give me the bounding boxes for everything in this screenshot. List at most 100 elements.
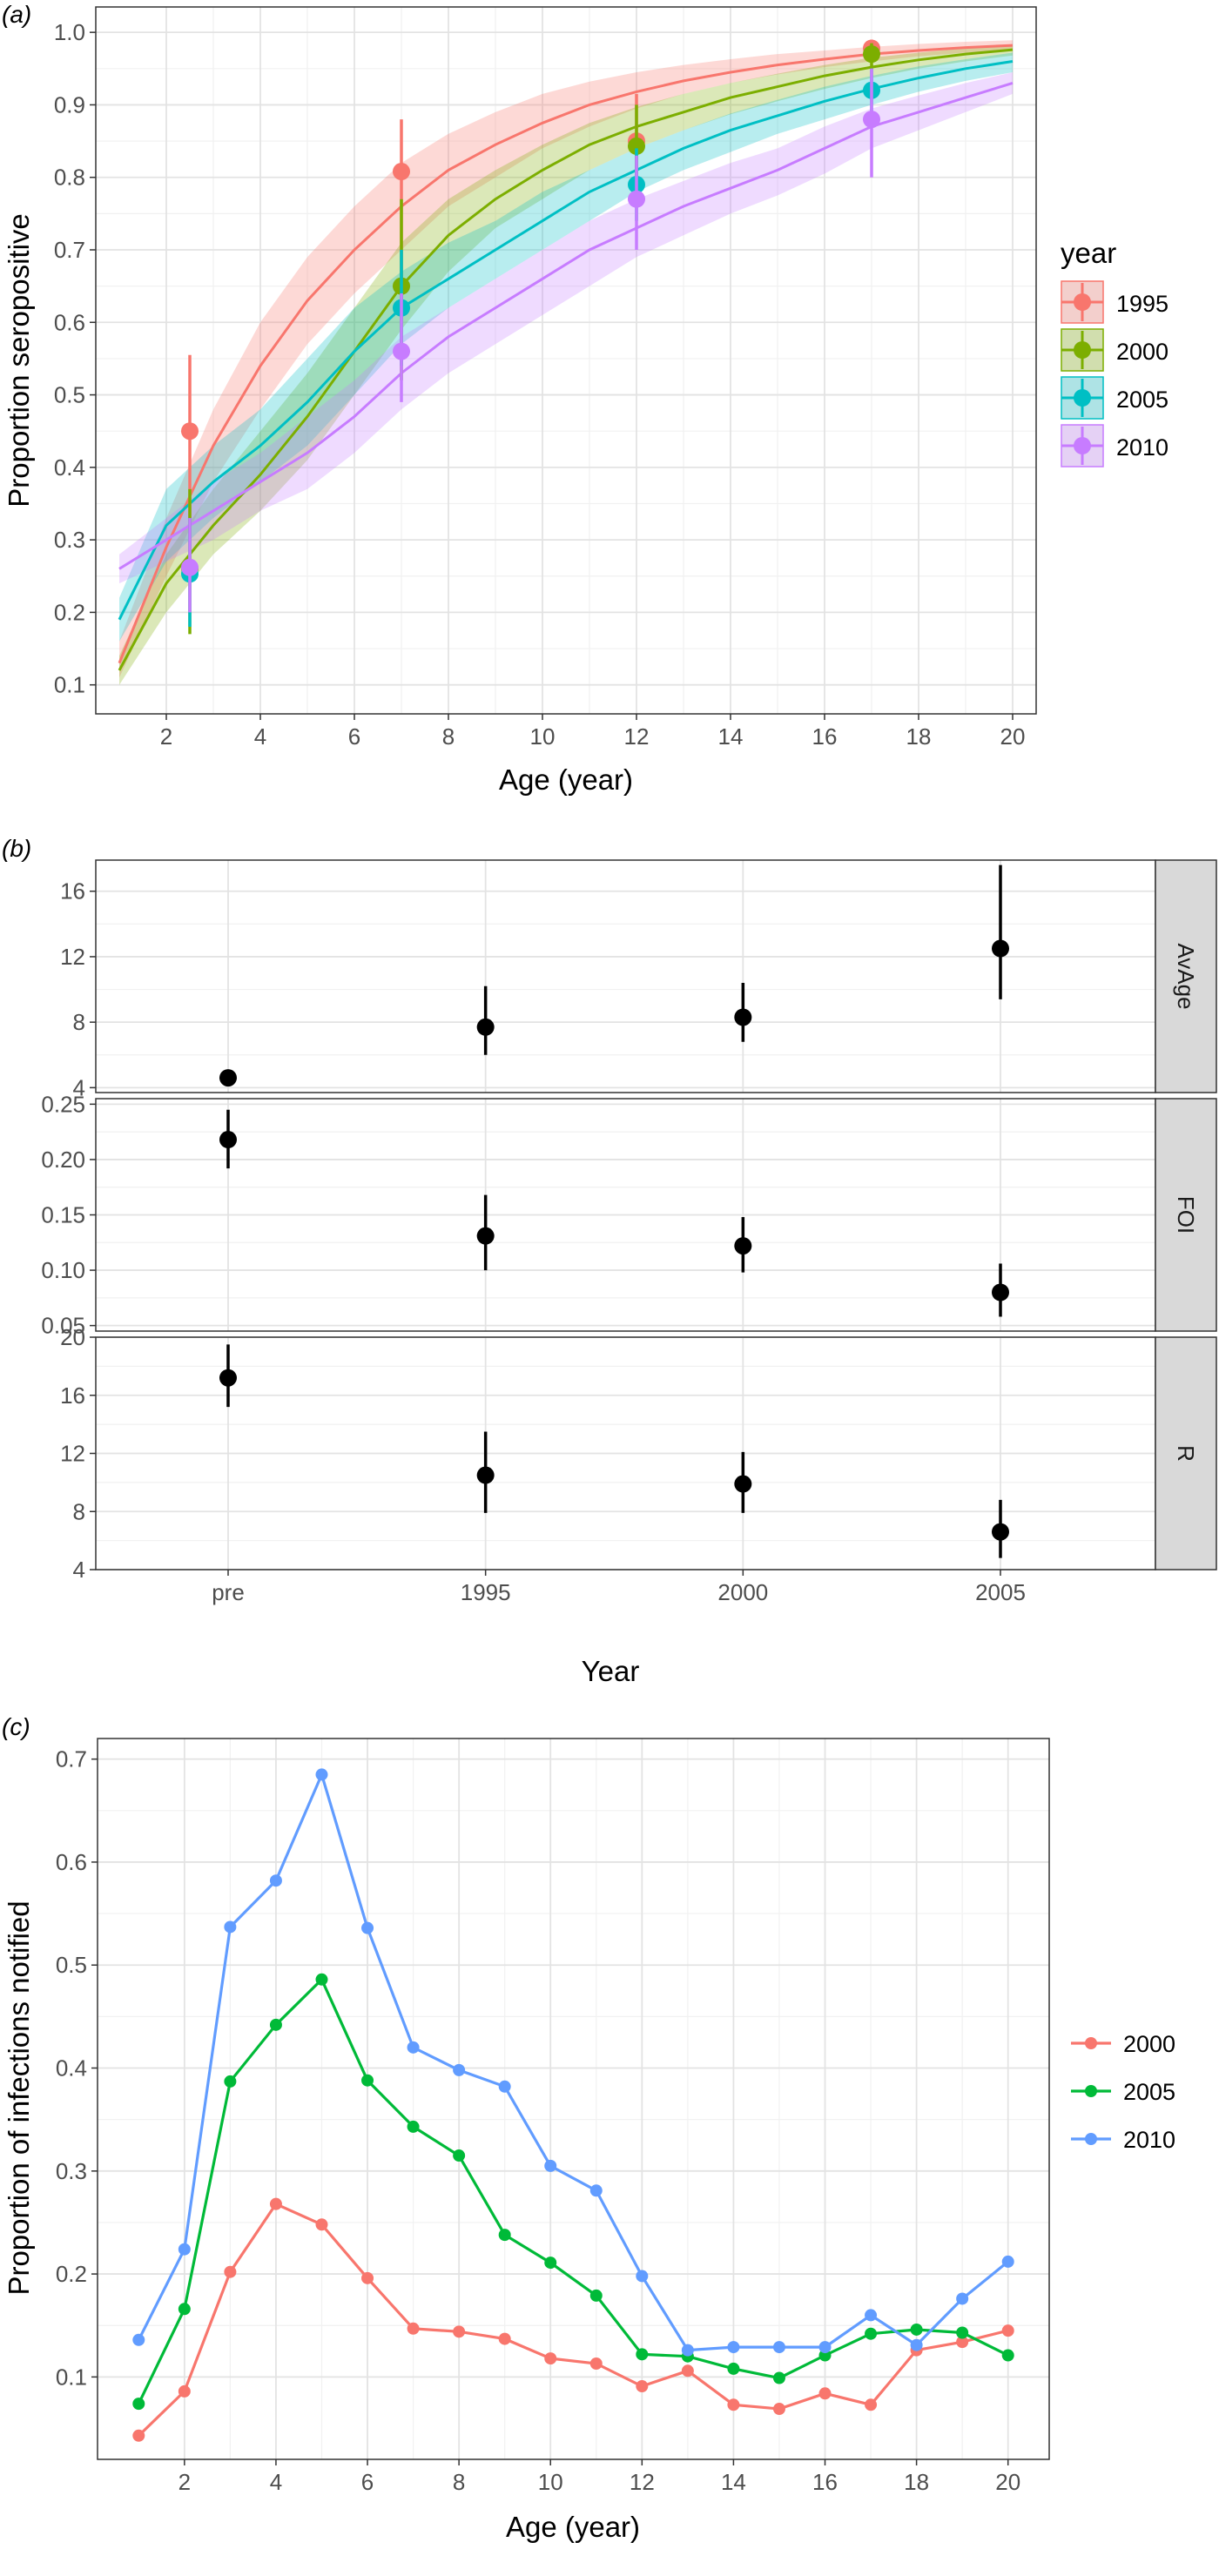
panel-a-legend-label-2005: 2005 bbox=[1116, 387, 1168, 413]
panel-c-point-2000 bbox=[361, 2271, 374, 2284]
panel-c-point-2000 bbox=[315, 2218, 328, 2231]
panel-c-point-2010 bbox=[361, 1921, 374, 1934]
panel-c-y-tick-label: 0.3 bbox=[56, 2158, 87, 2184]
panel-a-plot-border bbox=[95, 6, 1037, 715]
panel-b-x-tick-label: 2005 bbox=[975, 1579, 1026, 1605]
panel-a-y-tick-label: 0.2 bbox=[54, 599, 85, 625]
panel-c-point-2005 bbox=[956, 2326, 969, 2339]
panel-c-point-2010 bbox=[498, 2080, 511, 2093]
panel-a-y-tick-label: 0.6 bbox=[54, 309, 85, 335]
panel-b-point bbox=[992, 1283, 1009, 1301]
panel-c-point-2010 bbox=[910, 2338, 923, 2351]
panel-c-y-tick-label: 0.4 bbox=[56, 2055, 87, 2082]
panel-c-x-tick-label: 16 bbox=[812, 2469, 838, 2495]
panel-b-facet-R: R 4 8 12 16 20 bbox=[60, 1324, 1217, 1583]
panel-a-x-ticks: 2 4 6 8 10 12 14 16 18 20 bbox=[160, 714, 1026, 750]
panel-b-point bbox=[219, 1369, 237, 1387]
panel-c-point-2005 bbox=[269, 2018, 282, 2031]
panel-a-point-2000 bbox=[628, 137, 645, 155]
panel-b-y-tick-label: 20 bbox=[60, 1324, 85, 1350]
panel-a-band-2010 bbox=[119, 72, 1013, 584]
panel-c-x-tick-label: 18 bbox=[904, 2469, 929, 2495]
panel-b-x-tick-label: 1995 bbox=[461, 1579, 511, 1605]
panel-a-point-1995 bbox=[181, 422, 199, 441]
panel-c-legend-label-2000: 2000 bbox=[1123, 2031, 1175, 2057]
panel-c-y-tick-label: 0.7 bbox=[56, 1746, 87, 1772]
panel-b-facet-AvAge: AvAge 4 8 12 16 bbox=[60, 859, 1217, 1100]
panel-c-x-tick-label: 6 bbox=[361, 2469, 374, 2495]
panel-a-x-tick-label: 20 bbox=[1000, 723, 1026, 750]
panel-c-point-2000 bbox=[1001, 2324, 1014, 2337]
panel-b-point bbox=[476, 1018, 495, 1036]
panel-b-point bbox=[734, 1237, 752, 1255]
panel-b: (b) AvAge 4 8 12 16 FOI 0.05 0.10 0.15 0.20 0.25 R 4… bbox=[2, 835, 1217, 1687]
panel-c-point-2000 bbox=[544, 2352, 557, 2365]
panel-a-x-axis-label: Age (year) bbox=[499, 763, 633, 796]
panel-c-line-2010 bbox=[137, 1770, 1009, 2352]
panel-c-point-2010 bbox=[269, 1874, 282, 1887]
panel-c-point-2005 bbox=[361, 2074, 374, 2087]
panel-c-x-tick-label: 12 bbox=[630, 2469, 655, 2495]
panel-b-strip-label: AvAge bbox=[1173, 943, 1199, 1009]
panel-c-point-2000 bbox=[178, 2384, 191, 2398]
panel-a-legend-key-point-2010 bbox=[1074, 437, 1091, 454]
panel-c-point-2005 bbox=[407, 2120, 420, 2133]
panel-a-x-tick-label: 4 bbox=[254, 723, 266, 750]
panel-c-y-tick-label: 0.1 bbox=[56, 2364, 87, 2390]
panel-c-point-2000 bbox=[681, 2364, 694, 2378]
panel-c-y-tick-label: 0.2 bbox=[56, 2261, 87, 2287]
panel-a-x-tick-label: 18 bbox=[906, 723, 932, 750]
panel-c-x-ticks: 2 4 6 8 10 12 14 16 18 20 bbox=[178, 2459, 1020, 2495]
panel-c-point-2010 bbox=[132, 2333, 145, 2346]
panel-a-legend-key-point-2005 bbox=[1074, 389, 1091, 407]
panel-a-legend-label-2000: 2000 bbox=[1116, 339, 1168, 365]
panel-a-x-tick-label: 10 bbox=[530, 723, 556, 750]
panel-b-facets: AvAge 4 8 12 16 FOI 0.05 0.10 0.15 0.20 0.25 R 4 8 12 1… bbox=[41, 859, 1217, 1583]
panel-c-x-tick-label: 4 bbox=[270, 2469, 282, 2495]
panel-c-x-axis-label: Age (year) bbox=[506, 2511, 640, 2543]
panel-c-legend-label-2010: 2010 bbox=[1123, 2127, 1175, 2153]
panel-b-point bbox=[219, 1131, 237, 1149]
panel-c-point-2000 bbox=[772, 2403, 785, 2416]
panel-c-point-2000 bbox=[269, 2197, 282, 2210]
panel-c-points bbox=[132, 1768, 1014, 2442]
panel-c-point-2005 bbox=[910, 2323, 923, 2336]
panel-c-x-tick-label: 14 bbox=[721, 2469, 746, 2495]
panel-c-line-2005 bbox=[137, 1977, 1009, 2404]
panel-c-point-2000 bbox=[224, 2265, 237, 2278]
panel-c-point-2010 bbox=[407, 2041, 420, 2054]
panel-c-point-2005 bbox=[498, 2229, 511, 2242]
panel-c-point-2010 bbox=[315, 1768, 328, 1781]
panel-b-strip bbox=[1155, 1098, 1217, 1332]
panel-a-legend-title: year bbox=[1061, 237, 1116, 269]
panel-c-point-2000 bbox=[589, 2357, 603, 2370]
panel-a-y-tick-label: 0.3 bbox=[54, 527, 85, 553]
panel-b-y-tick-label: 16 bbox=[60, 1382, 85, 1409]
panel-c-point-2000 bbox=[498, 2332, 511, 2345]
panel-b-point bbox=[992, 939, 1009, 958]
panel-b-y-tick-label: 0.10 bbox=[41, 1257, 85, 1283]
panel-c-point-2000 bbox=[865, 2398, 878, 2411]
panel-a-y-tick-label: 0.8 bbox=[54, 165, 85, 191]
panel-c-point-2010 bbox=[1001, 2255, 1014, 2268]
panel-b-point bbox=[734, 1475, 752, 1493]
panel-b-strip-label: FOI bbox=[1173, 1196, 1199, 1234]
panel-c-point-2010 bbox=[772, 2341, 785, 2354]
panel-b-y-tick-label: 8 bbox=[73, 1498, 85, 1524]
panel-b-x-tick-label: 2000 bbox=[717, 1579, 768, 1605]
panel-b-x-ticks: pre 1995 2000 2005 bbox=[212, 1570, 1026, 1605]
panel-b-strip bbox=[1155, 859, 1217, 1093]
panel-a-x-tick-label: 14 bbox=[718, 723, 744, 750]
panel-c-point-2010 bbox=[865, 2309, 878, 2322]
panel-a-y-tick-label: 0.7 bbox=[54, 237, 85, 263]
panel-c-point-2000 bbox=[453, 2325, 466, 2338]
panel-c-point-2010 bbox=[956, 2292, 969, 2305]
panel-a-point-2010 bbox=[863, 111, 880, 129]
panel-a-point-2010 bbox=[628, 190, 645, 208]
panel-c-point-2010 bbox=[178, 2243, 191, 2256]
panel-b-facet-FOI: FOI 0.05 0.10 0.15 0.20 0.25 bbox=[41, 1091, 1217, 1339]
panel-c-point-2005 bbox=[589, 2289, 603, 2302]
panel-b-y-tick-label: 8 bbox=[73, 1009, 85, 1035]
panel-b-tag: (b) bbox=[2, 835, 31, 862]
